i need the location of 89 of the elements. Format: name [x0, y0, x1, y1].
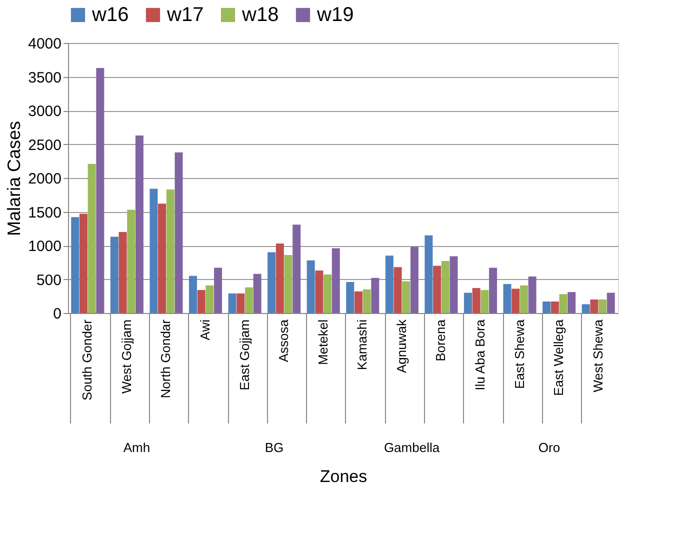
text: Gambella — [384, 440, 440, 455]
x-tick-label: Kamashi — [354, 319, 370, 370]
bar — [110, 236, 118, 313]
legend-label: w17 — [166, 4, 204, 26]
bar — [606, 292, 615, 313]
y-tick-label: 3500 — [28, 69, 62, 86]
bar — [228, 293, 236, 313]
bar — [503, 284, 512, 313]
x-tick-label: Metekel — [315, 319, 330, 366]
bar — [489, 268, 498, 313]
bar — [118, 232, 127, 313]
bar — [158, 204, 166, 313]
bar — [315, 270, 324, 313]
bar — [512, 288, 520, 313]
y-tick-label: 1500 — [28, 204, 62, 222]
bar — [88, 164, 96, 313]
x-tick-label: North Gondar — [158, 318, 174, 398]
bar — [450, 256, 458, 313]
bar — [568, 292, 576, 313]
x-tick-label: Borena — [433, 318, 448, 362]
bar — [385, 256, 394, 313]
bar — [410, 246, 418, 313]
bar — [550, 302, 559, 313]
bar — [542, 302, 551, 313]
bar — [346, 282, 354, 313]
text: BG — [264, 440, 284, 455]
bar — [528, 276, 536, 313]
x-tick-label: East Gojjam — [236, 320, 252, 390]
x-tick-label: Ilu Aba Bora — [472, 318, 488, 390]
bar — [96, 68, 104, 313]
bar — [79, 214, 88, 313]
bar — [441, 261, 450, 313]
y-tick-label: 2500 — [28, 136, 62, 154]
x-tick-label: West Gojjam — [118, 320, 134, 394]
bar — [150, 188, 158, 313]
bar — [214, 268, 222, 313]
y-tick-label: 500 — [36, 272, 62, 289]
bar — [276, 243, 284, 313]
y-axis-title: Malaria Cases — [4, 120, 24, 236]
x-tick-label: Assosa — [276, 318, 292, 362]
x-tick-label: South Gonder — [80, 318, 95, 400]
bar — [306, 260, 315, 313]
bar — [284, 254, 292, 313]
bar — [464, 292, 472, 313]
bar — [371, 278, 380, 313]
legend-label: w19 — [316, 4, 354, 26]
y-tick-label: 1000 — [28, 238, 62, 255]
bar — [71, 217, 80, 313]
bar — [174, 152, 183, 313]
x-tick-label: West Shewa — [590, 318, 606, 392]
x-tick-label: East Shewa — [512, 318, 527, 389]
bar — [590, 300, 598, 313]
bar — [166, 189, 174, 313]
text: Oro — [538, 440, 560, 455]
bar — [394, 267, 402, 313]
bar — [424, 235, 433, 313]
bar — [362, 289, 371, 313]
bar — [354, 291, 362, 313]
bar — [236, 293, 245, 313]
legend-label: w16 — [91, 4, 129, 26]
bar — [244, 287, 253, 313]
bar — [324, 274, 332, 313]
bar — [206, 285, 214, 313]
bar — [197, 290, 206, 313]
x-tick-label: East Wellega — [551, 318, 566, 396]
bar — [332, 248, 340, 313]
y-tick-label: 3000 — [28, 103, 62, 120]
bar — [135, 135, 144, 313]
x-tick-label: Agnuwak — [394, 319, 409, 373]
bar — [582, 304, 590, 313]
bar — [292, 224, 301, 313]
text: Amh — [123, 440, 150, 455]
bar — [520, 285, 528, 313]
bar — [253, 274, 262, 313]
bar — [127, 210, 136, 313]
y-tick-label: 2000 — [28, 170, 62, 188]
x-axis-title: Zones — [320, 467, 368, 486]
y-tick-label: 4000 — [28, 36, 62, 52]
bar — [472, 288, 480, 313]
bar — [598, 300, 607, 313]
y-tick-label: 0 — [53, 306, 62, 322]
bar — [559, 294, 568, 313]
x-tick-label: Awi — [198, 319, 212, 340]
bar — [402, 281, 410, 313]
legend-label: w18 — [241, 4, 279, 26]
bar — [268, 252, 276, 313]
bar — [188, 276, 197, 313]
bar — [433, 266, 442, 313]
bar — [480, 290, 489, 313]
